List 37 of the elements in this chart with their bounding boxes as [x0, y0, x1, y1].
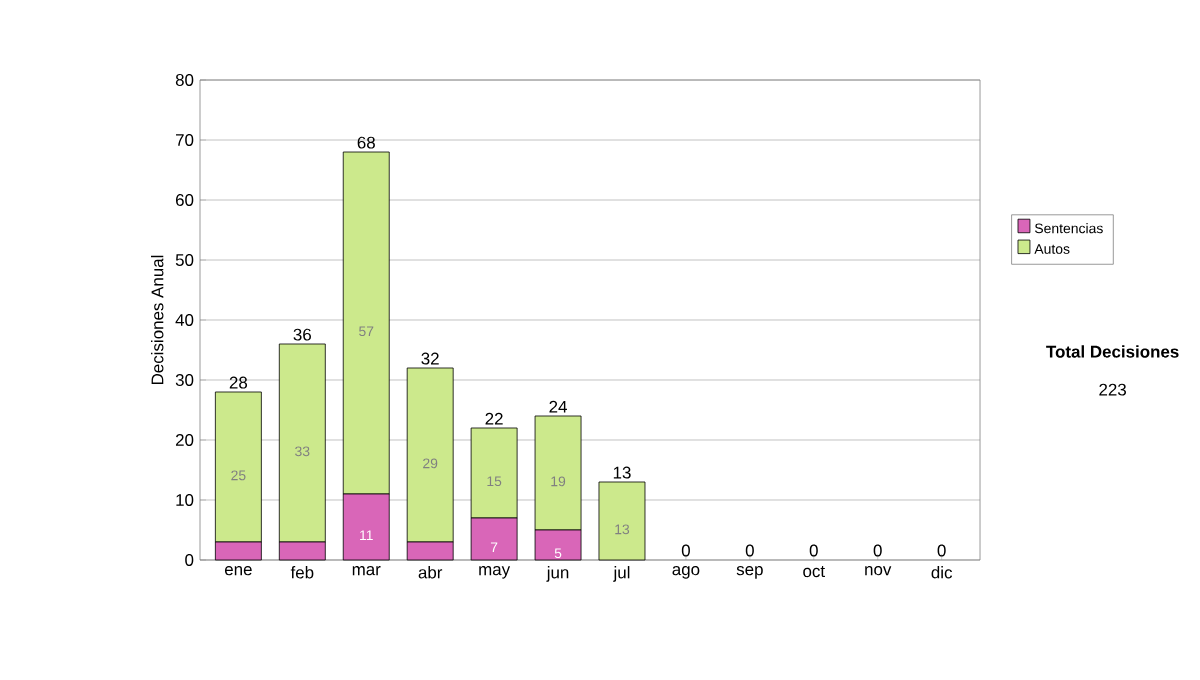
x-tick-label: ene — [224, 566, 252, 576]
total-label: 36 — [293, 328, 311, 341]
x-tick-label: may — [479, 566, 511, 579]
x-tick-label: jul — [613, 566, 630, 582]
y-tick-label: 30 — [175, 374, 194, 386]
total-label: 28 — [229, 376, 248, 389]
y-tick-label: 60 — [176, 194, 194, 206]
x-tick-label: nov — [865, 566, 892, 576]
y-tick-label: 20 — [175, 434, 194, 446]
total-label: 24 — [549, 400, 567, 413]
total-label: 0 — [937, 544, 946, 557]
total-label: 32 — [421, 352, 439, 365]
x-tick-label: abr — [418, 566, 443, 579]
total-label: 22 — [485, 412, 503, 425]
total-label: 0 — [681, 544, 690, 557]
y-tick-label: 40 — [175, 314, 194, 326]
x-tick-label: oct — [803, 566, 825, 578]
x-tick-label: feb — [290, 566, 314, 579]
y-tick-label: 0 — [185, 554, 194, 566]
total-label: 13 — [613, 466, 631, 479]
y-axis-title: Decisiones Anual — [150, 255, 164, 385]
x-tick-label: sep — [736, 566, 763, 579]
x-tick-label: jun — [546, 566, 569, 582]
y-tick-label: 50 — [175, 254, 194, 266]
x-tick-label: mar — [352, 566, 381, 576]
total-label: 0 — [745, 544, 754, 557]
x-tick-label: ago — [672, 566, 700, 579]
text: Total Decisiones — [1046, 345, 1179, 358]
bar — [598, 481, 646, 561]
total-label: 0 — [809, 544, 818, 557]
x-tick-label: dic — [931, 566, 953, 579]
total-label: 68 — [357, 136, 375, 149]
y-tick-label: 80 — [175, 74, 194, 86]
total-label: 0 — [873, 544, 882, 557]
y-tick-label: 10 — [176, 494, 194, 506]
y-tick-label: 70 — [176, 134, 194, 146]
text: 223 — [1099, 383, 1127, 396]
